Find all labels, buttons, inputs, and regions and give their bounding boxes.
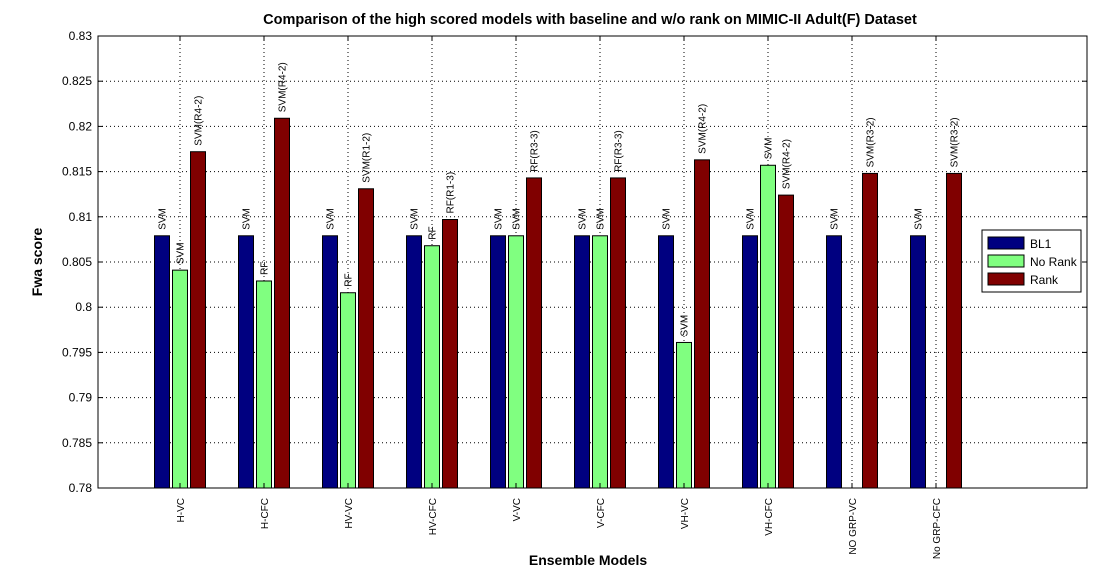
bar-rank [275, 118, 290, 488]
bar-no-rank [425, 246, 440, 488]
bar-data-label: SVM [494, 208, 505, 230]
x-category-label: VH-CFC [764, 498, 775, 536]
bar-no-rank [593, 236, 608, 488]
y-axis-title: Fwa score [29, 228, 45, 297]
legend-swatch [988, 237, 1024, 249]
bar-bl1 [155, 236, 170, 488]
bar-data-label: SVM [326, 208, 337, 230]
bar-data-label: RF(R3-3) [530, 130, 541, 172]
y-tick-label: 0.82 [69, 119, 93, 133]
bar-data-label: SVM [410, 208, 421, 230]
y-tick-label: 0.825 [62, 74, 92, 88]
bar-rank [527, 178, 542, 488]
legend-entry-label: Rank [1030, 273, 1059, 287]
bar-rank [947, 173, 962, 488]
bar-data-label: SVM [596, 208, 607, 230]
bar-rank [863, 173, 878, 488]
bar-data-label: SVM [746, 208, 757, 230]
y-tick-label: 0.78 [69, 481, 93, 495]
bar-rank [443, 220, 458, 488]
bar-no-rank [509, 236, 524, 488]
x-category-label: H-CFC [260, 498, 271, 529]
bar-no-rank [677, 342, 692, 488]
x-category-label: H-VC [176, 498, 187, 522]
y-tick-label: 0.83 [69, 29, 93, 43]
x-category-label: V-CFC [596, 498, 607, 528]
legend: BL1 No Rank Rank [982, 230, 1081, 292]
bar-data-label: SVM [242, 208, 253, 230]
bar-rank [611, 178, 626, 488]
bar-data-label: SVM [830, 208, 841, 230]
bar-data-label: SVM [914, 208, 925, 230]
bar-data-label: SVM(R4-2) [698, 104, 709, 154]
bar-data-label: SVM [512, 208, 523, 230]
bar-rank [359, 189, 374, 488]
bar-bl1 [239, 236, 254, 488]
bar-data-label: RF [428, 226, 439, 239]
y-tick-label: 0.8 [75, 300, 92, 314]
bar-rank [695, 160, 710, 488]
bar-data-label: SVM [176, 242, 187, 264]
y-tick-label: 0.785 [62, 436, 92, 450]
bar-data-label: SVM [680, 315, 691, 337]
bar-data-label: RF [260, 262, 271, 275]
bar-data-label: SVM(R4-2) [278, 62, 289, 112]
bar-no-rank [257, 281, 272, 488]
chart-title: Comparison of the high scored models wit… [263, 12, 917, 28]
y-tick-label: 0.795 [62, 345, 92, 359]
bar-rank [191, 152, 206, 488]
x-category-label: HV-VC [344, 498, 355, 529]
y-tick-label: 0.81 [69, 210, 93, 224]
bar-bl1 [911, 236, 926, 488]
x-category-label: No GRP-CFC [932, 498, 943, 559]
bar-bl1 [659, 236, 674, 488]
legend-swatch [988, 273, 1024, 285]
bar-data-label: SVM(R3-2) [950, 117, 961, 167]
legend-entry-label: No Rank [1030, 255, 1078, 269]
bar-no-rank [761, 165, 776, 488]
x-category-label: NO GRP-VC [848, 498, 859, 555]
x-category-label: VH-VC [680, 498, 691, 529]
bar-data-label: RF(R1-3) [446, 172, 457, 214]
bar-no-rank [173, 270, 188, 488]
bar-data-label: SVM [662, 208, 673, 230]
y-tick-label: 0.79 [69, 391, 93, 405]
bar-data-label: SVM(R4-2) [782, 139, 793, 189]
bar-data-label: SVM(R4-2) [194, 96, 205, 146]
bar-bl1 [491, 236, 506, 488]
legend-swatch [988, 255, 1024, 267]
y-tick-label: 0.815 [62, 165, 92, 179]
legend-entry-label: BL1 [1030, 237, 1052, 251]
bar-bl1 [743, 236, 758, 488]
x-axis-title: Ensemble Models [529, 552, 647, 568]
bar-data-label: SVM(R3-2) [866, 117, 877, 167]
bar-data-label: RF [344, 273, 355, 286]
bar-bl1 [827, 236, 842, 488]
bar-bl1 [575, 236, 590, 488]
bar-data-label: SVM(R1-2) [362, 133, 373, 183]
x-category-label: HV-CFC [428, 498, 439, 535]
bar-data-label: SVM [578, 208, 589, 230]
bar-rank [779, 195, 794, 488]
bar-no-rank [341, 293, 356, 488]
y-tick-label: 0.805 [62, 255, 92, 269]
bar-data-label: SVM [764, 138, 775, 160]
bar-bl1 [407, 236, 422, 488]
bar-bl1 [323, 236, 338, 488]
bar-data-label: SVM [158, 208, 169, 230]
x-category-label: V-VC [512, 498, 523, 521]
bar-data-label: RF(R3-3) [614, 130, 625, 172]
